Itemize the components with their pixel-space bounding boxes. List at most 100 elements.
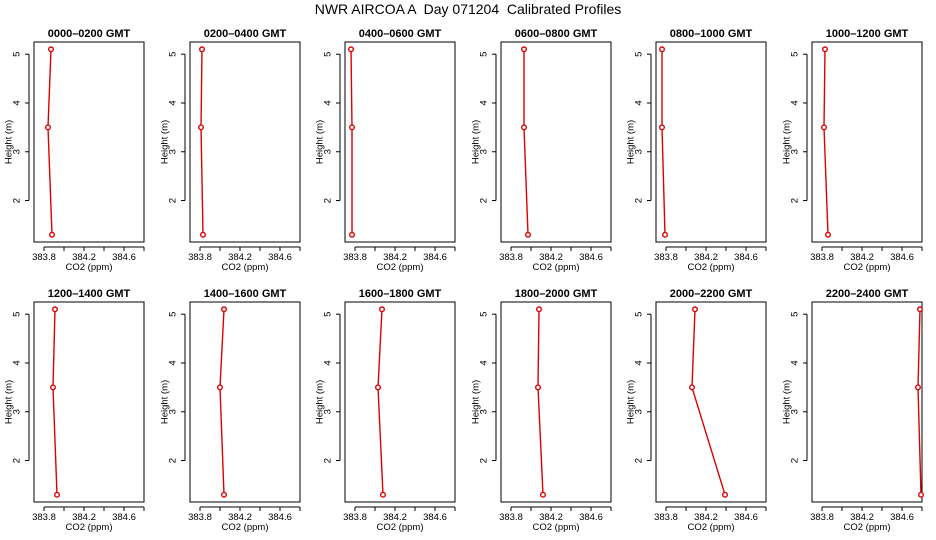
x-tick-label: 383.8 xyxy=(499,252,523,263)
x-tick-label: 383.8 xyxy=(188,252,212,263)
y-tick-label: 3 xyxy=(168,409,179,414)
data-point xyxy=(348,46,355,53)
x-axis-label: CO2 (ppm) xyxy=(66,262,113,273)
y-tick-label: 4 xyxy=(634,100,645,105)
y-tick-label: 4 xyxy=(168,100,179,105)
x-tick-label: 384.2 xyxy=(383,252,407,263)
x-tick-label: 384.2 xyxy=(383,512,407,523)
profile-line xyxy=(661,49,666,235)
data-point xyxy=(689,384,696,391)
data-point xyxy=(50,384,57,391)
y-tick-label: 3 xyxy=(790,409,801,414)
plot-frame xyxy=(344,301,456,503)
y-tick-label: 4 xyxy=(168,360,179,365)
y-tick-label: 4 xyxy=(12,360,23,365)
profile-line xyxy=(377,309,384,495)
y-tick-label: 4 xyxy=(479,100,490,105)
panel-title: 1200–1400 GMT xyxy=(48,288,131,300)
profile-line xyxy=(823,49,829,235)
x-tick-label: 383.8 xyxy=(810,512,834,523)
x-tick-label: 384.2 xyxy=(228,512,252,523)
data-point xyxy=(525,231,532,238)
y-tick-label: 2 xyxy=(790,458,801,463)
x-tick-label: 383.8 xyxy=(188,512,212,523)
data-point xyxy=(49,231,56,238)
x-tick-label: 384.6 xyxy=(734,252,758,263)
y-tick-label: 2 xyxy=(168,458,179,463)
data-point xyxy=(917,306,924,313)
x-axis-label: CO2 (ppm) xyxy=(377,522,424,533)
panel-title: 0000–0200 GMT xyxy=(48,28,131,40)
y-tick-label: 3 xyxy=(790,149,801,154)
plot-frame xyxy=(33,41,145,243)
data-point xyxy=(379,306,386,313)
profile-line xyxy=(917,309,922,495)
x-tick-label: 383.8 xyxy=(654,512,678,523)
x-tick-label: 384.6 xyxy=(423,512,447,523)
x-tick-label: 384.6 xyxy=(579,252,603,263)
y-tick-label: 2 xyxy=(323,458,334,463)
x-tick-label: 383.8 xyxy=(810,252,834,263)
y-tick-label: 4 xyxy=(790,100,801,105)
y-tick-label: 2 xyxy=(12,198,23,203)
x-axis-label: CO2 (ppm) xyxy=(844,522,891,533)
y-tick-label: 4 xyxy=(323,360,334,365)
y-axis-label: Height (m) xyxy=(160,120,171,164)
y-tick-label: 3 xyxy=(12,409,23,414)
plot-frame xyxy=(500,301,612,503)
data-point xyxy=(220,306,227,313)
panel-title: 1600–1800 GMT xyxy=(359,288,442,300)
plot-frame xyxy=(189,301,301,503)
data-point xyxy=(380,491,387,498)
data-point xyxy=(535,384,542,391)
y-tick-label: 3 xyxy=(323,149,334,154)
x-axis-label: CO2 (ppm) xyxy=(222,522,269,533)
x-axis-label: CO2 (ppm) xyxy=(222,262,269,273)
data-point xyxy=(662,231,669,238)
x-tick-label: 384.2 xyxy=(72,512,96,523)
panel-title: 0600–0800 GMT xyxy=(515,28,598,40)
plot-frame xyxy=(655,301,767,503)
data-point xyxy=(521,46,528,53)
profile-line xyxy=(350,49,353,235)
panel-title: 1000–1200 GMT xyxy=(826,28,909,40)
data-point xyxy=(220,491,227,498)
y-tick-label: 5 xyxy=(634,52,645,57)
panel-title: 2000–2200 GMT xyxy=(670,288,753,300)
x-tick-label: 384.6 xyxy=(579,512,603,523)
data-point xyxy=(521,124,528,131)
y-axis-label: Height (m) xyxy=(160,380,171,424)
y-axis-label: Height (m) xyxy=(315,380,326,424)
y-axis-label: Height (m) xyxy=(4,120,15,164)
y-tick-label: 2 xyxy=(12,458,23,463)
x-tick-label: 384.2 xyxy=(539,512,563,523)
data-point xyxy=(45,124,52,131)
y-tick-label: 2 xyxy=(479,458,490,463)
data-point xyxy=(540,491,547,498)
data-point xyxy=(659,46,666,53)
y-tick-label: 3 xyxy=(323,409,334,414)
panel-title: 0800–1000 GMT xyxy=(670,28,753,40)
y-axis-label: Height (m) xyxy=(471,380,482,424)
x-tick-label: 384.6 xyxy=(268,252,292,263)
y-tick-label: 5 xyxy=(634,312,645,317)
data-point xyxy=(536,306,543,313)
x-tick-label: 383.8 xyxy=(343,252,367,263)
y-tick-label: 3 xyxy=(168,149,179,154)
y-axis-label: Height (m) xyxy=(471,120,482,164)
y-tick-label: 5 xyxy=(168,52,179,57)
x-tick-label: 384.6 xyxy=(734,512,758,523)
y-axis-label: Height (m) xyxy=(4,380,15,424)
data-point xyxy=(54,491,61,498)
plot-frame xyxy=(500,41,612,243)
plot-frame xyxy=(189,41,301,243)
y-tick-label: 4 xyxy=(790,360,801,365)
x-tick-label: 384.6 xyxy=(890,252,914,263)
x-tick-label: 384.2 xyxy=(694,512,718,523)
